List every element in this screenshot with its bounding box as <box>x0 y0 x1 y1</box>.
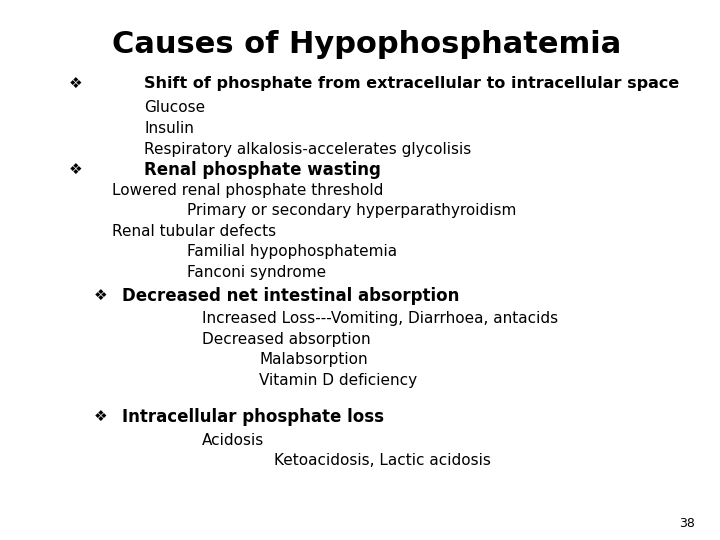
Text: Shift of phosphate from extracellular to intracellular space: Shift of phosphate from extracellular to… <box>144 76 679 91</box>
Text: Renal tubular defects: Renal tubular defects <box>112 224 276 239</box>
Text: Vitamin D deficiency: Vitamin D deficiency <box>259 373 418 388</box>
Text: Lowered renal phosphate threshold: Lowered renal phosphate threshold <box>112 183 383 198</box>
Text: Ketoacidosis, Lactic acidosis: Ketoacidosis, Lactic acidosis <box>274 453 490 468</box>
Text: ❖: ❖ <box>68 76 82 91</box>
Text: 38: 38 <box>679 517 695 530</box>
Text: ❖: ❖ <box>94 288 107 303</box>
Text: Increased Loss---Vomiting, Diarrhoea, antacids: Increased Loss---Vomiting, Diarrhoea, an… <box>202 311 558 326</box>
Text: Primary or secondary hyperparathyroidism: Primary or secondary hyperparathyroidism <box>187 203 516 218</box>
Text: Intracellular phosphate loss: Intracellular phosphate loss <box>122 408 384 426</box>
Text: Causes of Hypophosphatemia: Causes of Hypophosphatemia <box>112 30 621 59</box>
Text: Decreased net intestinal absorption: Decreased net intestinal absorption <box>122 287 460 305</box>
Text: Respiratory alkalosis-accelerates glycolisis: Respiratory alkalosis-accelerates glycol… <box>144 141 472 157</box>
Text: Acidosis: Acidosis <box>202 433 264 448</box>
Text: Malabsorption: Malabsorption <box>259 352 368 367</box>
Text: Renal phosphate wasting: Renal phosphate wasting <box>144 160 381 179</box>
Text: Insulin: Insulin <box>144 121 194 136</box>
Text: ❖: ❖ <box>68 162 82 177</box>
Text: Glucose: Glucose <box>144 100 205 116</box>
Text: Familial hypophosphatemia: Familial hypophosphatemia <box>187 244 397 259</box>
Text: Fanconi syndrome: Fanconi syndrome <box>187 265 326 280</box>
Text: Decreased absorption: Decreased absorption <box>202 332 370 347</box>
Text: ❖: ❖ <box>94 409 107 424</box>
